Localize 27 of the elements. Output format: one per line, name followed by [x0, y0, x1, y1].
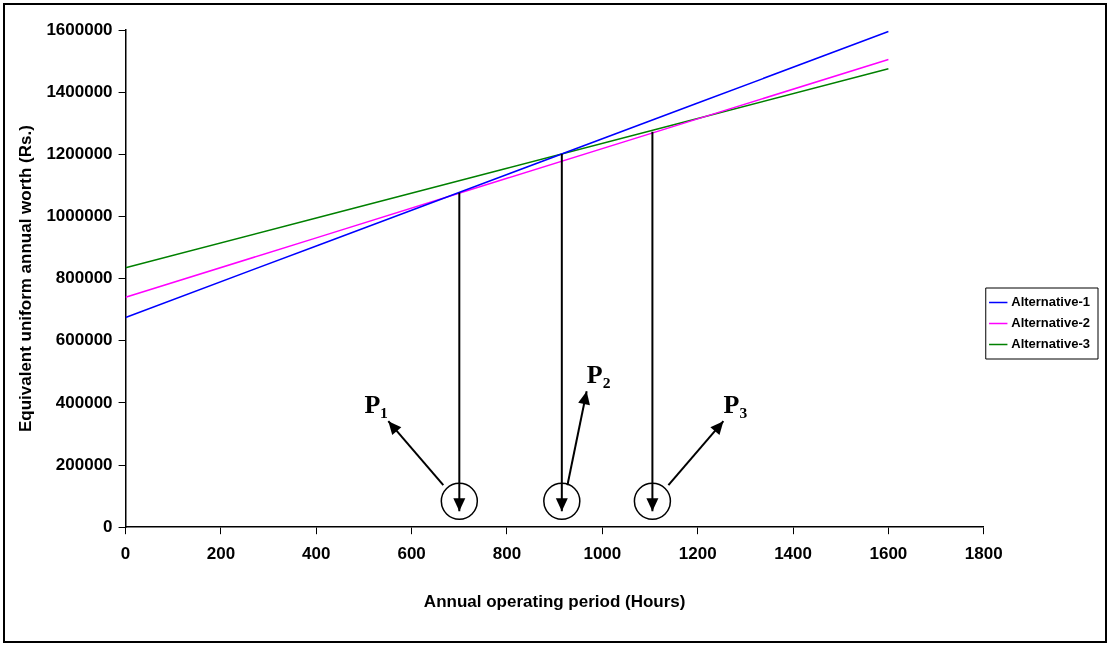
legend-label: Alternative-1: [1011, 294, 1090, 310]
x-tick-label: 1400: [774, 544, 812, 564]
x-tick-label: 1000: [583, 544, 622, 564]
y-tick-label: 800000: [55, 268, 113, 288]
x-tick-label: 600: [397, 544, 426, 564]
y-tick-label: 1600000: [46, 19, 113, 39]
x-tick-label: 400: [302, 544, 331, 564]
legend-label: Alternative-3: [1011, 336, 1090, 352]
x-tick-label: 200: [206, 544, 236, 564]
y-axis-title: Equivalent uniform annual worth (Rs.): [15, 125, 35, 433]
ref-line-label: P₂: [586, 360, 611, 391]
y-tick-label: 0: [103, 516, 113, 536]
x-tick-label: 1200: [678, 544, 717, 564]
legend-label: Alternative-2: [1011, 315, 1090, 331]
y-tick-label: 1000000: [46, 206, 113, 226]
ref-line-label: P₃: [723, 390, 748, 421]
y-tick-label: 600000: [55, 330, 113, 350]
x-tick-label: 1800: [964, 544, 1003, 564]
x-axis-title: Annual operating period (Hours): [423, 592, 686, 612]
x-tick-label: 800: [492, 544, 522, 564]
y-tick-label: 200000: [55, 454, 113, 474]
x-tick-label: 1600: [869, 544, 908, 564]
y-tick-label: 1200000: [46, 143, 113, 163]
y-tick-label: 400000: [55, 392, 113, 412]
y-tick-label: 1400000: [46, 81, 113, 101]
ref-line-label: P₁: [364, 390, 389, 421]
x-tick-label: 0: [120, 544, 131, 564]
